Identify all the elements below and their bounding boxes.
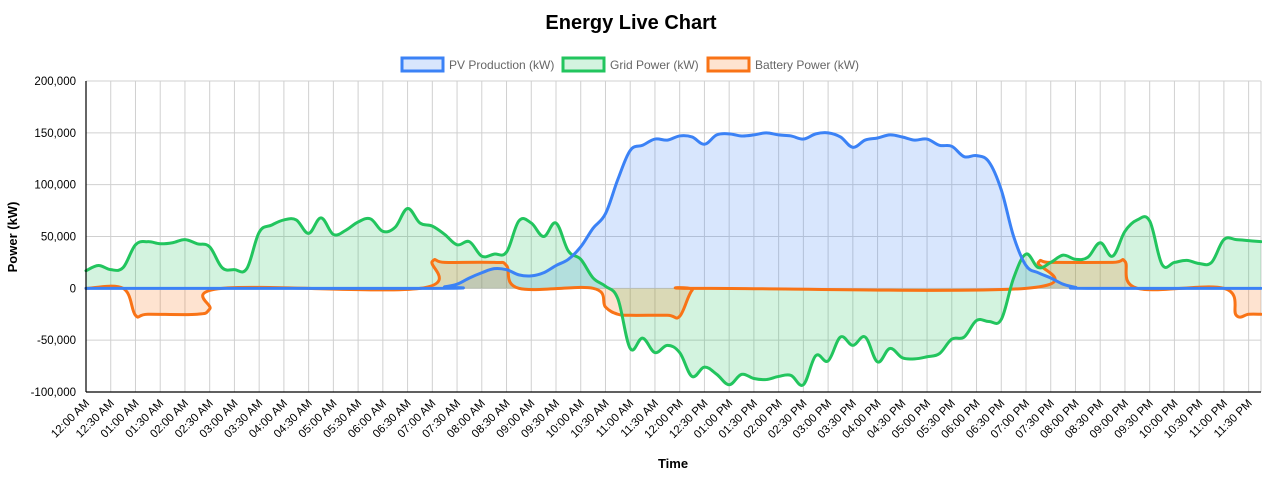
y-tick-label: 150,000 xyxy=(34,128,76,140)
battery-power-legend-swatch[interactable] xyxy=(706,56,751,73)
battery-power-legend-label[interactable]: Battery Power (kW) xyxy=(755,58,859,72)
y-tick-labels: 200,000 150,000 100,000 50,000 0 -50,000 -100,… xyxy=(31,76,76,399)
y-tick-label: -100,000 xyxy=(31,387,76,399)
y-tick-label: 50,000 xyxy=(41,232,76,244)
y-tick-label: 0 xyxy=(70,283,76,295)
pv-production-legend-swatch[interactable] xyxy=(400,56,445,73)
y-axis-title: Power (kW) xyxy=(5,202,20,273)
chart-title: Energy Live Chart xyxy=(545,12,717,34)
pv-production-area xyxy=(86,132,1261,289)
grid-power-line xyxy=(84,207,1262,387)
battery-power-area xyxy=(86,259,1261,319)
chart-series xyxy=(84,131,1262,387)
grid-power-legend-swatch[interactable] xyxy=(561,56,606,73)
pv-production-legend-label[interactable]: PV Production (kW) xyxy=(449,58,554,72)
pv-production-line xyxy=(84,131,1262,290)
chart-legend: PV Production (kW) Grid Power (kW) Battery… xyxy=(400,56,859,73)
y-tick-label: 200,000 xyxy=(34,76,76,88)
x-axis-title: Time xyxy=(658,456,688,471)
grid-power-legend-label[interactable]: Grid Power (kW) xyxy=(610,58,699,72)
grid-power-area xyxy=(86,208,1261,386)
chart-grid xyxy=(85,80,1262,393)
y-tick-label: -50,000 xyxy=(37,335,76,347)
y-tick-label: 100,000 xyxy=(34,180,76,192)
chart-axes xyxy=(85,81,1261,393)
